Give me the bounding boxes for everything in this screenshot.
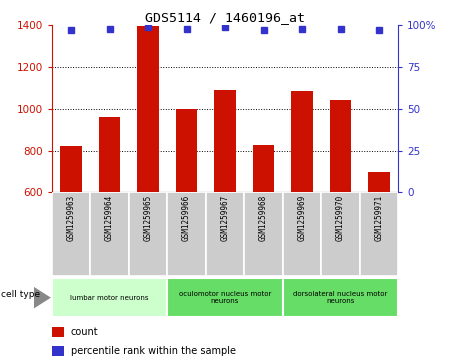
Bar (176, 109, 197, 192)
Bar (244, 192, 283, 276)
Text: dorsolateral nucleus motor
neurons: dorsolateral nucleus motor neurons (293, 291, 388, 304)
Text: count: count (71, 327, 99, 337)
Bar (321, 192, 360, 276)
Bar (330, 99, 351, 192)
Text: percentile rank within the sample: percentile rank within the sample (71, 346, 236, 356)
Bar (129, 192, 167, 276)
Text: GSM1259965: GSM1259965 (144, 195, 153, 241)
Bar (52, 192, 90, 276)
Bar (137, 26, 158, 192)
Polygon shape (34, 287, 51, 309)
Bar (283, 278, 398, 317)
Bar (360, 192, 398, 276)
Bar (52, 278, 167, 317)
Bar (283, 192, 321, 276)
Text: GSM1259966: GSM1259966 (182, 195, 191, 241)
Text: GSM1259968: GSM1259968 (259, 195, 268, 241)
Bar (90, 192, 129, 276)
Bar (52, 346, 64, 356)
Bar (167, 278, 283, 317)
Bar (167, 192, 206, 276)
Text: GSM1259971: GSM1259971 (374, 195, 383, 241)
Bar (60, 146, 81, 192)
Title: GDS5114 / 1460196_at: GDS5114 / 1460196_at (145, 11, 305, 24)
Bar (52, 327, 64, 337)
Text: GSM1259970: GSM1259970 (336, 195, 345, 241)
Text: GSM1259969: GSM1259969 (297, 195, 306, 241)
Text: GSM1259967: GSM1259967 (220, 195, 230, 241)
Bar (253, 146, 274, 192)
Text: GSM1259964: GSM1259964 (105, 195, 114, 241)
Text: cell type: cell type (1, 290, 40, 298)
Bar (214, 90, 236, 192)
Bar (292, 91, 313, 192)
Bar (99, 117, 120, 192)
Text: oculomotor nucleus motor
neurons: oculomotor nucleus motor neurons (179, 291, 271, 304)
Text: GSM1259963: GSM1259963 (67, 195, 76, 241)
Bar (206, 192, 244, 276)
Text: lumbar motor neurons: lumbar motor neurons (70, 295, 149, 301)
Bar (369, 171, 390, 192)
